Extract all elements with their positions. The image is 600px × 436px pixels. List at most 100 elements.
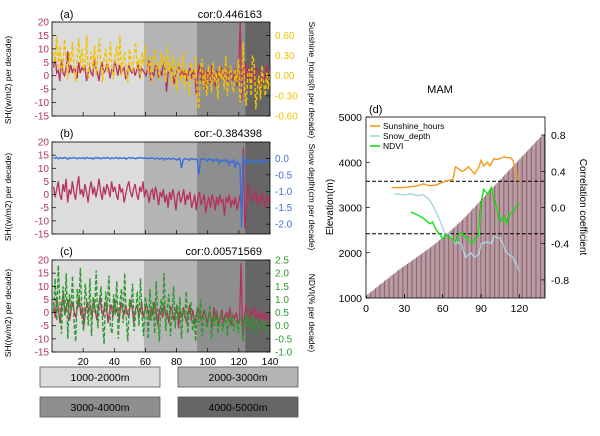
legend-label-3000-4000: 3000-4000m <box>71 402 130 414</box>
left-tick-label: 20 <box>38 256 50 267</box>
elevation-bar <box>471 208 474 299</box>
left-tick-label: 0 <box>43 308 49 319</box>
plot-frame <box>51 21 271 117</box>
panel-a: (a) cor:0.446163 SH((w/m2) per decade) S… <box>3 9 317 139</box>
x-tick-label: 20 <box>78 357 90 368</box>
elevation-bar <box>420 253 423 299</box>
elevation-bar <box>474 205 477 299</box>
elevation-bar <box>533 143 535 299</box>
elevation-bar <box>415 257 418 299</box>
elevation-bar <box>507 170 510 299</box>
elevation-bar <box>446 233 449 299</box>
elevation-bar <box>511 166 514 299</box>
left-tick-label: 0 <box>43 190 49 201</box>
elevation-bar <box>505 173 507 299</box>
elevation-bar <box>519 158 521 299</box>
left-tick-label: -5 <box>40 203 49 214</box>
elevation-bar <box>486 193 488 299</box>
sh-line <box>52 262 271 339</box>
left-tick-label: 15 <box>38 31 50 42</box>
left-tick-label: 2000 <box>339 248 363 260</box>
right-tick-label: 0.8 <box>551 130 566 142</box>
elevation-bar <box>455 225 457 299</box>
elevation-bar <box>372 290 374 299</box>
elevation-bar <box>387 277 390 299</box>
panel-d-ylabel-left: Elevation(m) <box>325 179 336 235</box>
panel-b-ylabel-right: Snow depth(cm per decade) <box>307 144 317 251</box>
left-tick-label: 15 <box>38 151 50 162</box>
elevation-bar <box>402 266 405 299</box>
legend-swatch-3000-4000 <box>39 396 161 418</box>
elevation-bar <box>434 243 437 299</box>
legend-label-1000-2000: 1000-2000m <box>71 372 130 384</box>
elevation-bar <box>413 258 415 299</box>
elevation-bar <box>404 265 406 299</box>
right-tick-label: -0.5 <box>275 170 293 181</box>
elevation-bar <box>396 270 399 299</box>
legend-label-snow_depth: Snow_depth <box>383 131 431 141</box>
left-tick-label: 5 <box>43 177 49 188</box>
left-tick-label: 5 <box>43 58 49 69</box>
elevation-bar <box>441 238 443 299</box>
left-tick-label: 10 <box>38 282 50 293</box>
left-tick-label: 20 <box>38 18 50 29</box>
left-tick-label: 3000 <box>339 203 363 215</box>
elevation-bar <box>538 138 541 299</box>
panel-c-ylabel-left: SH((w/m2) per decade) <box>3 269 13 358</box>
elevation-bar <box>473 207 475 299</box>
elevation-bar <box>532 144 534 299</box>
elevation-bar <box>535 140 538 299</box>
right-tick-label: 2.0 <box>275 269 289 280</box>
elevation-bar <box>492 186 495 299</box>
left-tick-label: -10 <box>35 98 50 109</box>
elevation-band-4 <box>245 142 270 234</box>
plot-frame <box>51 141 271 235</box>
elevation-bar <box>443 235 446 299</box>
x-tick-label: 80 <box>171 357 183 368</box>
elevation-bar <box>442 236 445 299</box>
elevation-bar <box>542 134 544 299</box>
panel-a-ylabel-left: SH((w/m2) per decade) <box>3 36 13 125</box>
right-tick-label: -0.4 <box>551 239 569 251</box>
x-tick-label: 60 <box>437 303 449 315</box>
elevation-band-4 <box>245 260 270 352</box>
elevation-bar <box>400 267 402 299</box>
elevation-bar <box>408 262 410 299</box>
left-tick-label: 4000 <box>339 157 363 169</box>
left-tick-label: 1000 <box>339 293 363 305</box>
elevation-bar <box>395 272 397 299</box>
elevation-bar <box>487 192 489 299</box>
correlation-line-ndvi <box>410 185 520 245</box>
elevation-bar <box>496 182 498 299</box>
right-tick-label: 0.00 <box>275 71 295 82</box>
right-tick-label: 0.0 <box>275 321 289 332</box>
left-tick-label: 10 <box>38 164 50 175</box>
panel-c-label: (c) <box>60 246 73 258</box>
left-tick-label: 20 <box>38 138 50 149</box>
elevation-bar <box>520 157 523 299</box>
secondary-line <box>52 265 271 345</box>
elevation-bar <box>497 181 500 299</box>
elevation-bar <box>393 272 396 299</box>
elevation-bar <box>401 267 404 299</box>
right-tick-label: 0.60 <box>275 31 295 42</box>
correlation-line-snow_depth <box>394 193 521 272</box>
x-tick-label: 30 <box>399 303 411 315</box>
elevation-band-3 <box>196 260 246 352</box>
secondary-line <box>53 154 271 228</box>
right-tick-label: 1.0 <box>275 295 289 306</box>
right-tick-label: -0.60 <box>275 112 298 123</box>
elevation-bar <box>516 161 519 299</box>
elevation-bar <box>526 150 529 299</box>
x-tick-label: 90 <box>475 303 487 315</box>
elevation-bar <box>515 162 518 299</box>
right-tick-label: 0.0 <box>551 203 566 215</box>
elevation-bar <box>530 146 533 299</box>
legend-swatch-1000-2000 <box>39 366 161 388</box>
x-tick-label: 40 <box>109 357 121 368</box>
panel-c: (c) cor:0.00571569 SH((w/m2) per decade)… <box>3 246 317 368</box>
legend-swatch-4000-5000 <box>177 396 299 418</box>
elevation-bar <box>383 280 386 299</box>
elevation-bar <box>431 246 433 299</box>
